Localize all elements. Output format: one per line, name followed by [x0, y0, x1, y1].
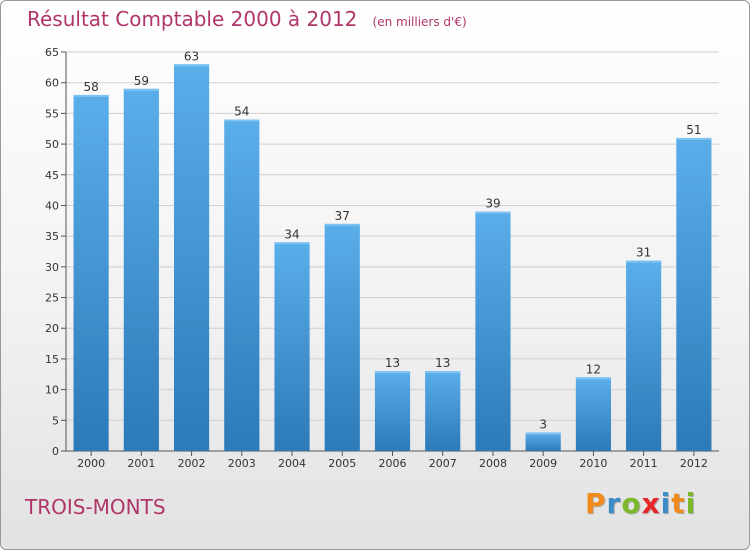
data-label-2003: 54	[234, 105, 249, 119]
x-tick-label-2001: 2001	[127, 457, 155, 470]
data-label-2010: 12	[586, 362, 601, 376]
y-tick-label: 40	[45, 199, 59, 212]
y-tick-label: 10	[45, 384, 59, 397]
bars	[73, 64, 712, 452]
bar-top-highlight	[525, 432, 561, 435]
data-labels: 58 59 63 54 34 37 13 13 39 3 12 31 51	[83, 49, 701, 431]
chart-subtitle: (en milliers d'€)	[372, 15, 467, 29]
data-label-2001: 59	[134, 74, 149, 88]
bar-2010	[575, 377, 612, 451]
x-tick-label-2004: 2004	[278, 457, 306, 470]
bar-2006	[374, 371, 411, 451]
x-tick-label-2005: 2005	[328, 457, 356, 470]
bar-2007	[425, 371, 461, 451]
bar-2002	[173, 64, 210, 452]
bar-2011	[626, 260, 662, 451]
y-tick-label: 5	[52, 414, 59, 427]
data-label-2012: 51	[686, 123, 701, 137]
bar-top-highlight	[374, 371, 411, 374]
x-tick-label-2008: 2008	[479, 457, 507, 470]
proxiti-logo[interactable]: Proxiti	[585, 487, 696, 520]
x-tick-label-2006: 2006	[379, 457, 407, 470]
x-tick-label-2007: 2007	[429, 457, 457, 470]
bar-top-highlight	[274, 242, 310, 245]
bar-top-highlight	[224, 119, 260, 122]
x-tick-label-2000: 2000	[77, 457, 105, 470]
bar-top-highlight	[676, 137, 712, 140]
bar-top-highlight	[626, 260, 662, 263]
y-tick-label: 30	[45, 261, 59, 274]
logo-letter: o	[621, 487, 642, 520]
x-tick-label-2012: 2012	[680, 457, 708, 470]
title-row: Résultat Comptable 2000 à 2012 (en milli…	[27, 7, 467, 31]
logo-letter: i	[685, 487, 697, 520]
y-tick-label: 35	[45, 230, 59, 243]
data-label-2009: 3	[539, 418, 547, 432]
bar-2012	[676, 137, 712, 451]
bar-2005	[324, 223, 360, 451]
data-label-2004: 34	[284, 227, 299, 241]
axes: 0 5 10 15 20 25 30 35 40 45 50 55 60 65 2000 2001 2002 20…	[45, 46, 719, 470]
y-tick-label: 55	[45, 107, 59, 120]
bar-top-highlight	[425, 371, 461, 374]
y-tick-label: 65	[45, 46, 59, 59]
data-label-2007: 13	[435, 356, 450, 370]
bar-2004	[274, 242, 310, 451]
bar-top-highlight	[73, 94, 109, 97]
bar-top-highlight	[575, 377, 612, 380]
chart-title: Résultat Comptable 2000 à 2012	[27, 7, 358, 31]
x-tick-label-2003: 2003	[228, 457, 256, 470]
y-tick-label: 60	[45, 77, 59, 90]
logo-letter: x	[641, 487, 661, 520]
y-tick-label: 0	[52, 445, 59, 458]
bar-2000	[73, 94, 109, 451]
y-tick-label: 15	[45, 353, 59, 366]
bar-top-highlight	[173, 64, 210, 67]
data-label-2000: 58	[83, 80, 98, 94]
bar-top-highlight	[123, 88, 159, 91]
data-label-2008: 39	[485, 197, 500, 211]
bar-2001	[123, 88, 159, 451]
y-tick-label: 20	[45, 322, 59, 335]
bar-2008	[475, 211, 511, 451]
logo-letter: P	[585, 487, 607, 520]
logo-letter: t	[671, 487, 686, 520]
x-tick-label-2010: 2010	[579, 457, 607, 470]
logo-letter: i	[660, 487, 672, 520]
data-label-2006: 13	[385, 356, 400, 370]
bar-top-highlight	[324, 223, 360, 226]
bar-top-highlight	[475, 211, 511, 214]
data-label-2005: 37	[335, 209, 350, 223]
x-tick-label-2002: 2002	[178, 457, 206, 470]
data-label-2011: 31	[636, 246, 651, 260]
y-tick-label: 50	[45, 138, 59, 151]
data-label-2002: 63	[184, 49, 199, 63]
bar-2003	[224, 119, 260, 452]
location-name: TROIS-MONTS	[25, 495, 166, 519]
bar-2009	[525, 432, 561, 451]
y-tick-label: 45	[45, 169, 59, 182]
logo-letter: r	[606, 487, 622, 520]
x-tick-label-2009: 2009	[529, 457, 557, 470]
y-tick-label: 25	[45, 292, 59, 305]
x-tick-label-2011: 2011	[630, 457, 658, 470]
